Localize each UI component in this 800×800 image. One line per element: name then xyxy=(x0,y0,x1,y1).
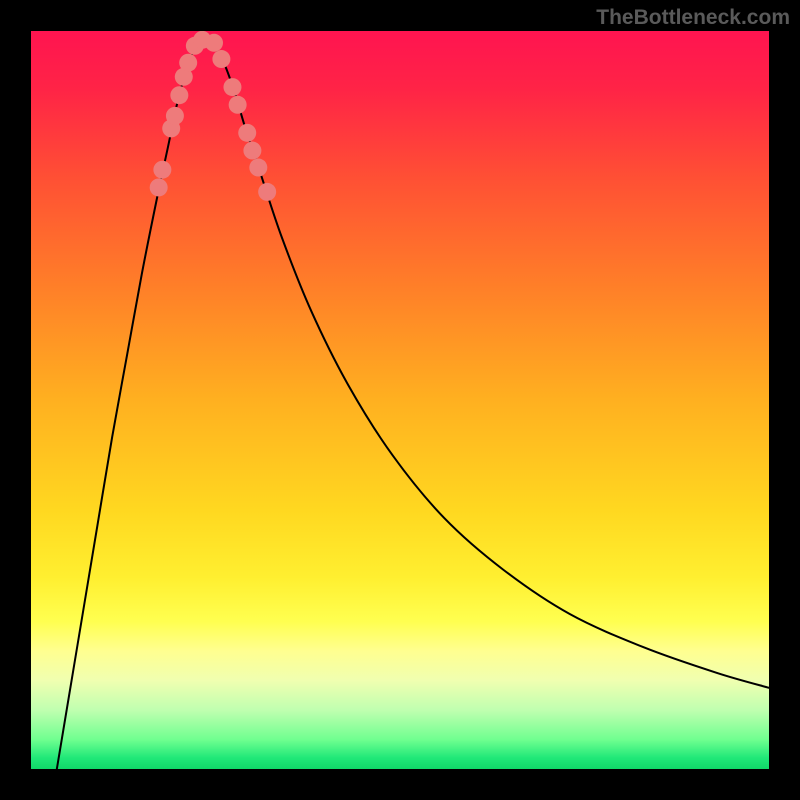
marker-dot xyxy=(249,159,267,177)
marker-dot xyxy=(223,78,241,96)
marker-dot xyxy=(179,54,197,72)
marker-dot xyxy=(170,86,188,104)
marker-dot xyxy=(205,34,223,52)
marker-dot xyxy=(153,161,171,179)
chart-container: TheBottleneck.com xyxy=(0,0,800,800)
plot-area xyxy=(31,31,769,769)
marker-dot xyxy=(238,124,256,142)
right-curve xyxy=(212,42,769,688)
marker-dot xyxy=(150,178,168,196)
curves-layer xyxy=(31,31,769,769)
watermark-text: TheBottleneck.com xyxy=(596,6,790,30)
marker-dot xyxy=(212,50,230,68)
marker-dot xyxy=(258,183,276,201)
marker-dot xyxy=(243,142,261,160)
marker-dot xyxy=(166,107,184,125)
left-curve xyxy=(57,42,197,769)
marker-dot xyxy=(229,96,247,114)
